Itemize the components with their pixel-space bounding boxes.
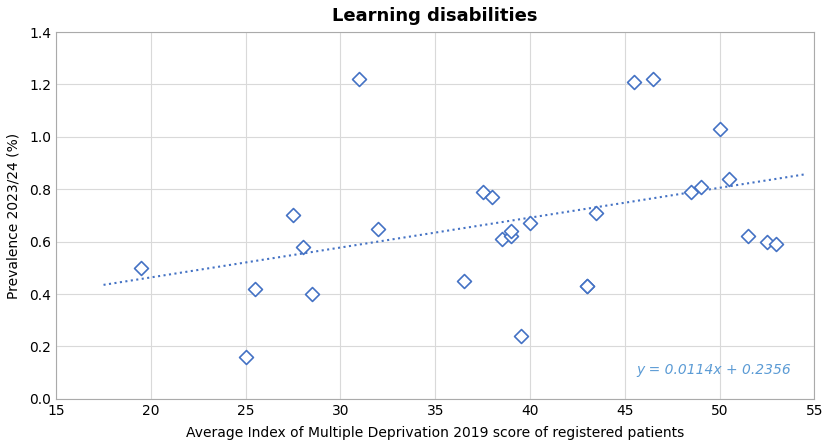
Point bbox=[514, 333, 527, 340]
Point bbox=[248, 285, 261, 292]
Point bbox=[722, 175, 735, 182]
Point bbox=[580, 283, 593, 290]
Point bbox=[305, 291, 319, 298]
Point bbox=[627, 78, 641, 85]
Point bbox=[486, 194, 499, 201]
Point bbox=[580, 283, 593, 290]
Point bbox=[296, 243, 310, 250]
Point bbox=[372, 225, 385, 232]
Point bbox=[769, 240, 783, 248]
Point bbox=[694, 183, 707, 190]
Point bbox=[286, 212, 300, 219]
Point bbox=[741, 233, 754, 240]
Point bbox=[760, 238, 774, 245]
Point bbox=[713, 126, 726, 133]
Point bbox=[589, 209, 603, 216]
Point bbox=[457, 278, 471, 285]
Point bbox=[476, 188, 489, 195]
Point bbox=[239, 354, 252, 361]
Point bbox=[353, 76, 366, 83]
Point bbox=[134, 264, 148, 271]
Point bbox=[505, 228, 518, 235]
Text: y = 0.0114x + 0.2356: y = 0.0114x + 0.2356 bbox=[637, 363, 792, 377]
Point bbox=[524, 220, 537, 227]
X-axis label: Average Index of Multiple Deprivation 2019 score of registered patients: Average Index of Multiple Deprivation 20… bbox=[186, 426, 685, 440]
Point bbox=[685, 188, 698, 195]
Title: Learning disabilities: Learning disabilities bbox=[333, 7, 538, 25]
Y-axis label: Prevalence 2023/24 (%): Prevalence 2023/24 (%) bbox=[7, 132, 21, 299]
Point bbox=[647, 76, 660, 83]
Point bbox=[495, 236, 508, 243]
Point bbox=[505, 233, 518, 240]
